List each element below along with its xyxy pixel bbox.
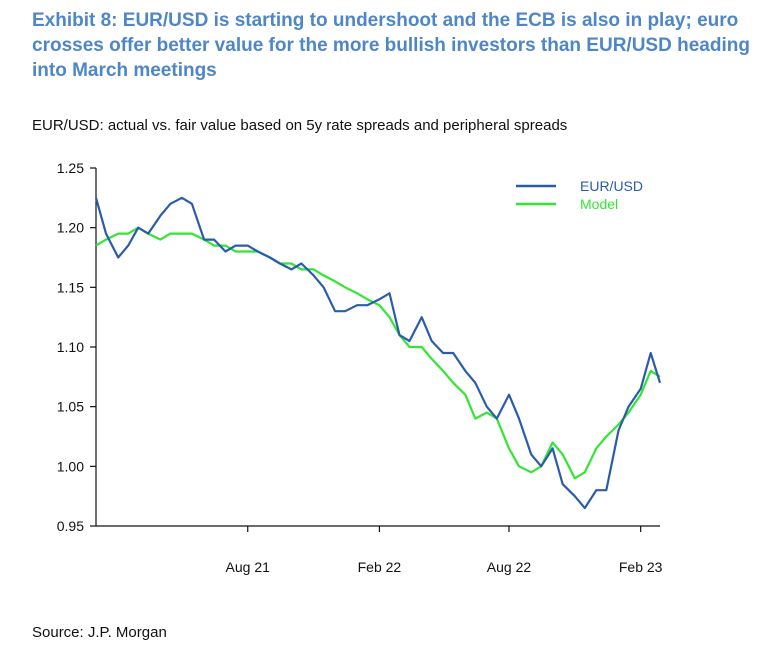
y-tick-label: 1.00 <box>57 458 84 474</box>
x-tick-label: Feb 22 <box>358 559 402 575</box>
y-tick-label: 1.05 <box>57 399 84 415</box>
x-tick-label: Feb 23 <box>619 559 663 575</box>
series-line-model <box>95 226 661 480</box>
series-layer <box>94 196 662 510</box>
y-tick-label: 1.25 <box>57 160 84 176</box>
legend-label-model: Model <box>580 196 618 212</box>
source-note: Source: J.P. Morgan <box>32 624 167 641</box>
x-tick-label: Aug 22 <box>487 559 532 575</box>
series-line-eurusd <box>94 196 662 510</box>
x-tick-label: Aug 21 <box>226 559 271 575</box>
x-axis: Aug 21 Feb 22 Aug 22 Feb 23 <box>96 525 663 575</box>
legend-label-eurusd: EUR/USD <box>580 178 643 194</box>
legend: EUR/USD Model <box>516 178 643 212</box>
y-tick-label: 1.10 <box>57 339 84 355</box>
y-tick-label: 1.15 <box>57 279 84 295</box>
y-tick-label: 1.20 <box>57 220 84 236</box>
y-tick-label: 0.95 <box>57 518 84 534</box>
y-axis: 1.25 1.20 1.15 1.10 1.05 1.00 0.95 <box>57 160 97 534</box>
chart-title: Exhibit 8: EUR/USD is starting to unders… <box>32 10 750 81</box>
chart-subtitle: EUR/USD: actual vs. fair value based on … <box>32 117 568 134</box>
